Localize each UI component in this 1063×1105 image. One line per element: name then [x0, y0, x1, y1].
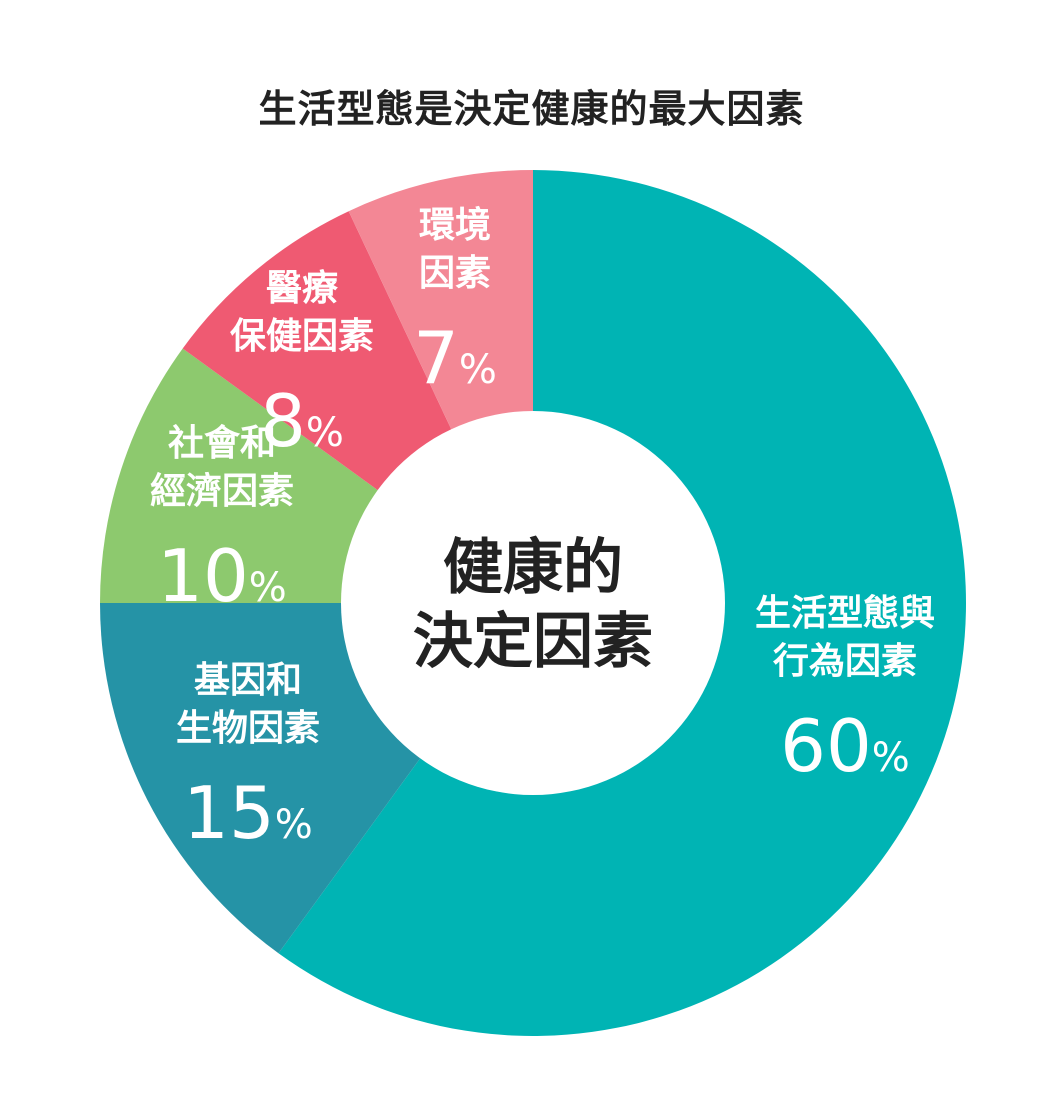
center-label-line-2: 決定因素 — [413, 607, 653, 677]
slice-3-label-line-1: 社會和 — [168, 423, 276, 464]
slice-5-label-line-2: 因素 — [419, 253, 491, 294]
slice-1-label-line-2: 行為因素 — [773, 641, 917, 682]
slice-4-label-line-2: 保健因素 — [230, 316, 374, 357]
slice-3-label-line-2: 經濟因素 — [150, 471, 294, 512]
donut-hole — [341, 411, 725, 795]
slice-4-value-label: 8% — [260, 379, 344, 463]
slice-2-value-label: 15% — [183, 771, 313, 855]
chart-title: 生活型態是決定健康的最大因素 — [258, 87, 805, 131]
slice-5-value-label: 7% — [413, 316, 497, 400]
slice-1-value-label: 60% — [780, 704, 910, 788]
slice-2-label-line-1: 基因和 — [194, 660, 302, 701]
slice-2-label-line-2: 生物因素 — [176, 708, 320, 749]
slice-1-label-line-1: 生活型態與 — [755, 593, 935, 634]
center-label-line-1: 健康的 — [443, 533, 623, 603]
slice-5-label-line-1: 環境 — [419, 205, 491, 246]
slice-4-label-line-1: 醫療 — [266, 268, 338, 309]
slice-3-value-label: 10% — [157, 534, 287, 618]
